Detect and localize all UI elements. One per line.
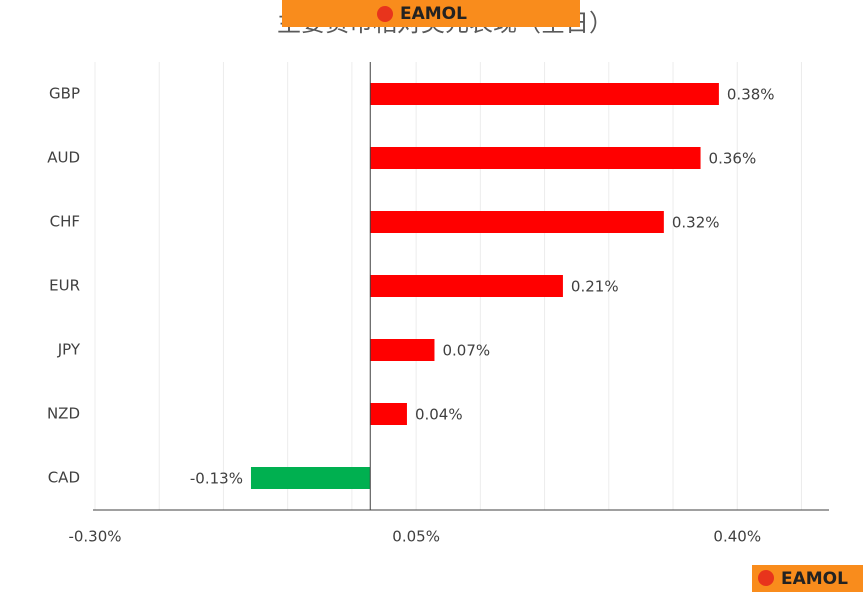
y-tick-label: GBP [49,85,80,103]
bar [370,211,664,233]
data-label: 0.36% [709,150,757,168]
watermark-icon [758,570,774,586]
y-tick-label: AUD [47,149,80,167]
bar [250,467,371,489]
watermark-bottom: EAMOL [752,565,863,592]
x-tick-label: 0.05% [392,528,440,546]
y-tick-label: NZD [47,405,80,423]
data-label: -0.13% [190,470,243,488]
y-tick-label: CAD [48,469,80,487]
watermark-banner [282,0,580,27]
watermark-text: EAMOL [400,4,467,24]
y-tick-label: CHF [50,213,80,231]
data-label: 0.07% [442,342,490,360]
bar [370,275,563,297]
y-tick-label: JPY [57,341,81,359]
x-tick-label: 0.40% [713,528,761,546]
watermark-icon [377,6,393,22]
bar [370,147,701,169]
data-label: 0.04% [415,406,463,424]
watermark-text: EAMOL [781,569,848,589]
data-label: 0.38% [727,86,775,104]
bar [370,403,407,425]
bar [370,83,719,105]
y-tick-label: EUR [49,277,80,295]
data-label: 0.32% [672,214,720,232]
x-tick-label: -0.30% [68,528,121,546]
watermark-top: EAMOL [282,0,580,27]
data-label: 0.21% [571,278,619,296]
bar [370,339,435,361]
